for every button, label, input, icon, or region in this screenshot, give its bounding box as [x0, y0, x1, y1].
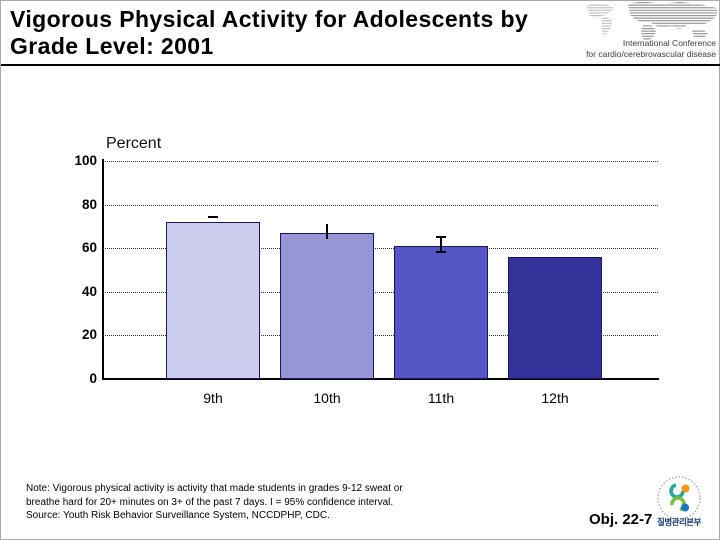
- x-axis-label-12th: 12th: [541, 390, 569, 406]
- error-bar-line-11th: [440, 236, 442, 252]
- y-tick-label-20: 20: [81, 327, 97, 343]
- error-bar-cap-11th: [436, 251, 446, 254]
- header-divider-line: [1, 64, 720, 66]
- x-axis-label-10th: 10th: [313, 390, 341, 406]
- error-bar-cap-11th: [436, 236, 446, 239]
- bar-10th: [280, 232, 374, 379]
- y-tick-label-0: 0: [89, 371, 97, 386]
- y-tick-label-80: 80: [81, 196, 97, 212]
- error-bar-line-10th: [326, 224, 328, 240]
- y-tick-label-40: 40: [81, 283, 97, 299]
- gridline-60: [103, 248, 658, 250]
- y-tick-label-60: 60: [81, 240, 97, 256]
- conference-caption-line-1: International Conference: [622, 38, 716, 48]
- world-map-image: [586, 2, 718, 41]
- y-axis-title: Percent: [106, 135, 162, 152]
- gridline-20: [103, 335, 658, 337]
- error-bar-cap-9th: [208, 215, 218, 218]
- bar-12th: [508, 256, 602, 379]
- kcdc-logo-korean-text: 질병관리본부: [657, 517, 701, 527]
- y-axis-line: [102, 159, 104, 379]
- bar-9th: [166, 222, 260, 379]
- footnote-line-1: Note: Vigorous physical activity is acti…: [26, 483, 403, 494]
- x-axis-label-9th: 9th: [203, 390, 223, 406]
- conference-caption: International Conference for cardio/cere…: [496, 38, 716, 60]
- gridline-100: [103, 161, 658, 162]
- bar-11th: [394, 246, 488, 379]
- slide-title: Vigorous Physical Activity for Adolescen…: [10, 6, 650, 60]
- conference-caption-line-2: for cardio/cerebrovascular disease: [586, 49, 716, 59]
- footnote: Note: Vigorous physical activity is acti…: [26, 482, 496, 523]
- slide-title-line-1: Vigorous Physical Activity for Adolescen…: [10, 6, 529, 32]
- footnote-line-3: Source: Youth Risk Behavior Surveillance…: [26, 510, 330, 521]
- gridline-80: [103, 204, 658, 206]
- objective-label: Obj. 22-7: [589, 511, 653, 528]
- logo-blue-dot: [681, 503, 689, 512]
- kcdc-logo: [657, 476, 701, 520]
- gridline-40: [103, 291, 658, 293]
- x-axis-line: [102, 378, 659, 380]
- slide-title-line-2: Grade Level: 2001: [10, 33, 214, 59]
- x-axis-label-11th: 11th: [427, 390, 455, 406]
- footnote-line-2: breathe hard for 20+ minutes on 3+ of th…: [26, 496, 394, 508]
- y-tick-label-100: 100: [74, 153, 97, 168]
- logo-orange-dot: [681, 484, 690, 493]
